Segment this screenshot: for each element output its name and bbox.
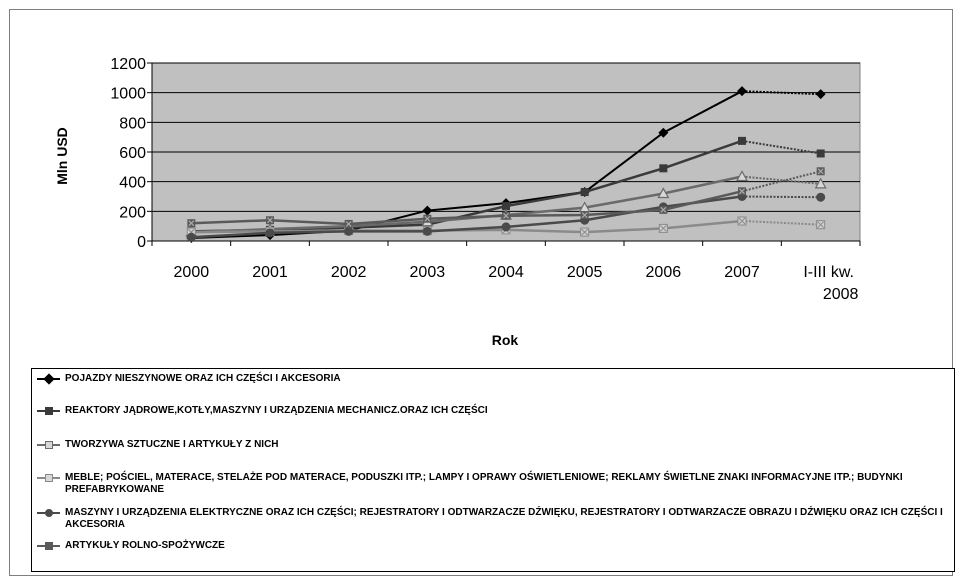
series-1-point [737,86,747,97]
x-axis-label: Rok [492,332,519,348]
chart-legend: POJAZDY NIESZYNOWE ORAZ ICH CZĘŚCI I AKC… [31,368,955,572]
series-2-point [738,136,746,145]
y-tick-label: 1200 [110,56,146,73]
series-6-point-cross [739,188,745,195]
series-1-point [658,127,669,138]
series-5-point [186,232,196,242]
legend-marker [45,509,53,517]
x-tick-label: 2006 [646,264,682,281]
x-tick-label: 2001 [252,264,288,281]
series-line-3-last [741,175,821,185]
y-tick-label: 400 [119,175,146,192]
x-tick-label: 2002 [331,264,367,281]
x-tick-label: I-III kw. [803,264,854,281]
legend-symbol-2 [37,407,60,415]
series-4-point-cross [817,221,825,229]
legend-marker [45,407,53,415]
x-tick-label: 2003 [410,264,446,281]
series-4-point-cross [581,228,589,236]
legend-marker [45,474,53,482]
legend-marker [45,441,53,449]
series-1-point [815,89,826,100]
legend-symbol-3 [37,441,60,449]
series-6-point-cross [581,212,588,218]
series-line-5-last [741,195,821,199]
series-3-point [814,177,827,189]
x-tick-label: 2000 [174,264,210,281]
legend-label: MEBLE; POŚCIEL, MATERACE, STELAŻE POD MA… [65,472,903,495]
series-6-point-cross [503,212,509,219]
y-tick-label: 200 [119,204,146,221]
legend-symbol-5 [37,509,60,517]
series-5-point [344,226,354,236]
series-line-1 [191,90,743,240]
series-line-4-last [741,219,821,226]
series-line-1-last [741,90,821,96]
series-5-point [265,228,275,238]
series-6-point-cross [817,168,824,175]
x-tick-label: 2007 [724,264,760,281]
legend-marker [45,542,53,550]
series-6-point-cross [345,221,352,227]
series-line-5 [191,195,743,239]
legend-label: REAKTORY JĄDROWE,KOTŁY,MASZYNY I URZĄDZE… [65,405,488,416]
y-tick-label: 600 [119,145,146,162]
legend-label: MASZYNY I URZĄDZENIA ELEKTRYCZNE ORAZ IC… [65,507,943,530]
legend-label: ARTYKUŁY ROLNO-SPOŻYWCZE [65,540,225,551]
legend-label: TWORZYWA SZTUCZNE I ARTYKUŁY Z NICH [65,439,279,450]
series-6-point-cross [267,217,273,224]
series-4-point-cross [659,225,667,232]
series-6-point-cross [188,220,195,227]
legend-marker [43,373,55,385]
series-5-point [422,226,432,236]
series-line-6-last [741,170,821,193]
x-tick-label: 2008 [823,286,859,303]
series-5-point [816,192,826,202]
y-tick-label: 0 [137,234,146,251]
legend-symbol-1 [37,373,60,385]
x-tick-label: 2005 [567,264,603,281]
series-2-point [659,164,668,173]
series-2-point [580,188,589,197]
y-tick-label: 1000 [110,86,146,103]
series-6-point-cross [424,215,431,222]
series-3-point [657,187,670,199]
series-5-point [501,222,511,232]
series-line-6 [191,190,743,226]
y-axis-label: Mln USD [54,127,70,185]
series-line-2-last [741,139,821,155]
y-tick-label: 800 [119,115,146,132]
x-tick-label: 2004 [488,264,524,281]
legend-symbol-6 [37,542,60,550]
series-1-point [422,205,433,216]
series-2-point [816,149,825,158]
series-6-point-cross [660,206,667,213]
series-2-point [502,202,510,211]
series-4-point-cross [738,217,746,225]
legend-symbol-4 [37,474,60,482]
legend-label: POJAZDY NIESZYNOWE ORAZ ICH CZĘŚCI I AKC… [65,373,341,384]
series-3-point [735,170,749,182]
